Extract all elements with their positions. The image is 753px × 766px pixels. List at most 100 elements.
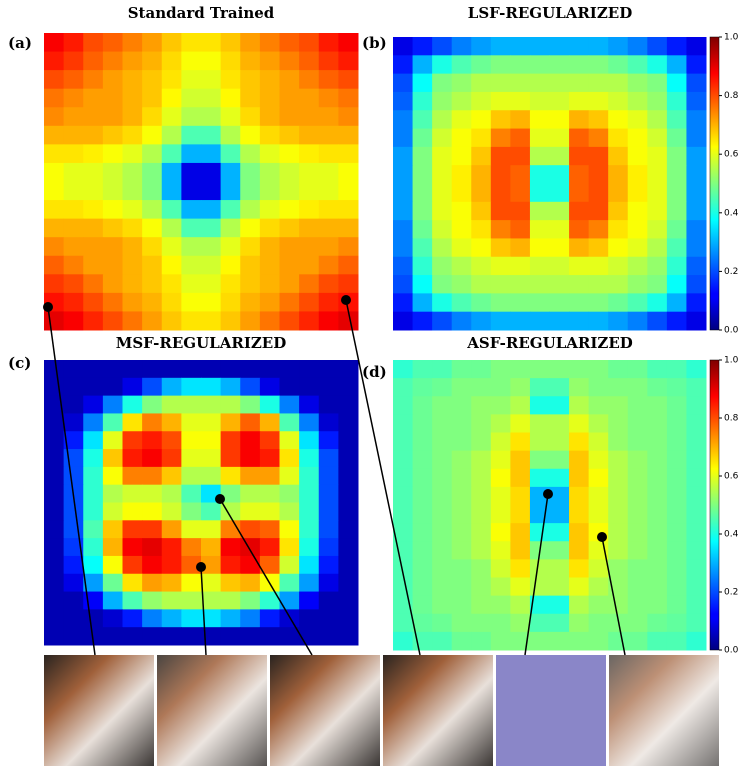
heatmap-cell [686,165,707,184]
heatmap-cell [122,255,143,275]
heatmap-cell [299,51,320,71]
heatmap-cell [490,91,511,111]
heatmap-cell [686,468,707,488]
heatmap-cell [83,520,104,539]
heatmap-cell [338,144,359,164]
heatmap-cell [627,55,648,75]
heatmap-cell [588,311,609,331]
sample-image [44,655,154,766]
heatmap-cell [318,255,339,275]
heatmap-cell [529,378,550,397]
heatmap-cell [318,431,339,450]
heatmap-cell [338,218,359,238]
heatmap-cell [220,449,241,468]
heatmap-cell [122,395,143,414]
heatmap-cell [451,414,472,433]
heatmap-cell [220,413,241,432]
heatmap-cell [240,573,261,593]
heatmap-cell [299,274,320,294]
heatmap-cell [142,377,163,397]
heatmap-cell [102,609,123,628]
heatmap-cell [63,200,84,220]
heatmap-cell [161,573,182,593]
heatmap-cell [201,218,222,238]
heatmap-cell [142,502,163,521]
heatmap-cell [338,107,359,127]
heatmap-cell [44,377,65,397]
heatmap-cell [181,431,202,450]
heatmap-cell [279,395,300,414]
heatmap-cell [83,274,104,294]
panel-title: MSF-REGULARIZED [116,334,287,352]
heatmap-cell [83,88,104,108]
heatmap-cell [299,449,320,468]
heatmap-cell [142,538,163,557]
heatmap-cell [201,51,222,71]
heatmap-cell [83,466,104,486]
heatmap-cell [569,146,590,166]
heatmap-cell [510,541,531,560]
heatmap-cell [393,577,414,597]
heatmap-cell [510,128,531,148]
heatmap-cell [666,486,687,506]
heatmap-cell [161,609,182,628]
heatmap-cell [142,413,163,432]
connector [601,536,626,656]
heatmap-cell [299,311,320,331]
heatmap-cell [299,200,320,220]
heatmap-cell [549,631,570,651]
heatmap-cell [102,413,123,432]
panel-label: (a) [8,34,32,52]
heatmap-cell [122,51,143,71]
heatmap-cell [220,538,241,557]
heatmap-cell [549,450,570,470]
heatmap-cell [686,631,707,651]
heatmap-cell [83,255,104,275]
heatmap-cell [44,484,65,503]
heatmap-cell [240,33,261,53]
heatmap-cell [549,275,570,294]
heatmap-cell [393,541,414,560]
heatmap-cell [240,538,261,557]
colorbar-tick-label: 0.6 [724,150,739,160]
heatmap-cell [647,293,668,313]
heatmap-cell [666,378,687,397]
heatmap-cell [142,360,163,379]
heatmap-cell [471,220,492,239]
colorbar-tick-label: 0.2 [724,588,738,598]
heatmap-cell [393,559,414,578]
heatmap-cell [122,33,143,53]
heatmap-cell [279,88,300,108]
heatmap-cell [490,360,511,379]
heatmap-cell [63,274,84,294]
heatmap-cell [588,414,609,433]
heatmap-cell [83,609,104,628]
heatmap-cell [393,486,414,506]
heatmap-cell [63,431,84,450]
heatmap-cell [259,591,280,610]
heatmap-cell [161,413,182,432]
heatmap-cell [451,559,472,578]
heatmap-cell [279,573,300,593]
heatmap-cell [627,201,648,221]
heatmap-cell [529,128,550,148]
heatmap-cell [529,37,550,56]
heatmap-cell [338,255,359,275]
heatmap-cell [490,559,511,578]
heatmap-cell [529,505,550,524]
heatmap-cell [588,73,609,93]
heatmap-cell [510,256,531,276]
heatmap-cell [588,432,609,452]
heatmap-cell [647,128,668,148]
heatmap-cell [510,91,531,111]
heatmap-cell [627,238,648,258]
heatmap-cell [686,577,707,597]
heatmap-cell [220,591,241,610]
heatmap-cell [412,201,433,221]
heatmap-cell [142,431,163,450]
heatmap-cell [490,110,511,130]
heatmap-cell [549,110,570,130]
heatmap-cell [412,183,433,203]
heatmap-cell [510,559,531,578]
heatmap-cell [471,165,492,184]
